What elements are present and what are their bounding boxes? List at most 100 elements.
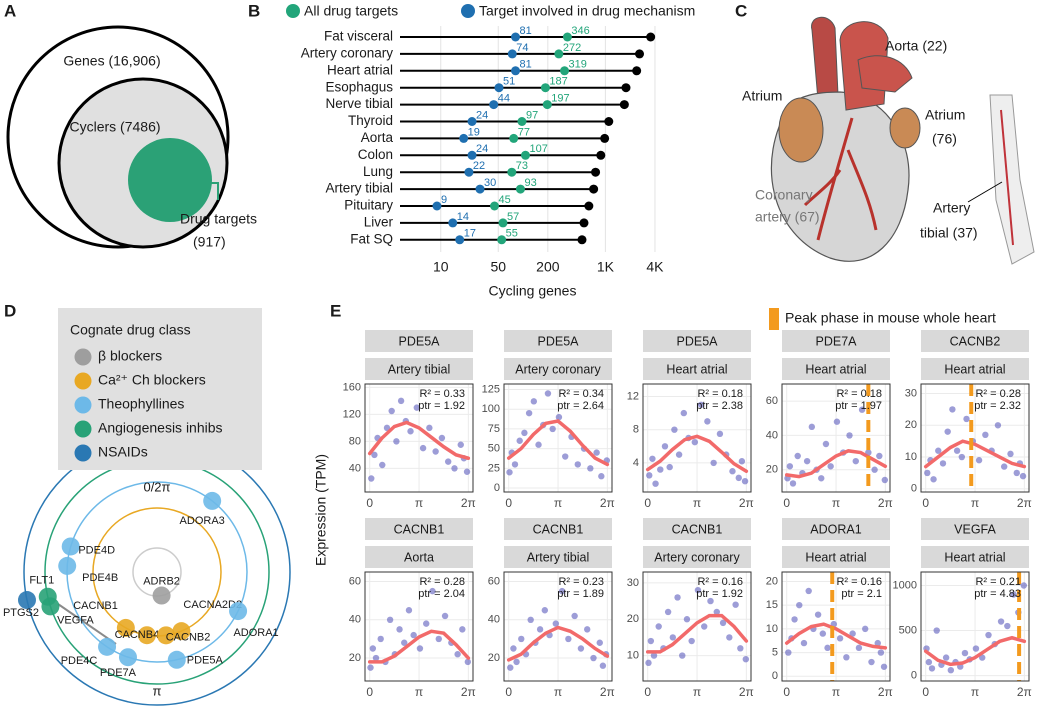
fit-curve [784,622,888,650]
point [719,619,727,627]
facet-strip [921,330,1029,352]
point [1010,591,1017,598]
point [949,406,956,413]
set-label: Cyclers (7486) [69,119,160,135]
point [726,634,733,641]
x-tick-label: 0 [644,496,651,510]
fit-annotation: ptr = 2.1 [841,588,882,600]
point [645,659,652,667]
fit-annotation: R² = 0.18 [697,388,743,400]
point [688,637,695,645]
gene-node [116,618,135,637]
dot [632,66,642,76]
legend-marker [74,444,92,462]
y-tick-label: 80 [349,435,361,447]
facet-strip [921,358,1029,380]
fit-annotation: R² = 0.23 [558,576,604,588]
gene-label: ADORA3 [180,515,225,527]
atrium [889,107,921,149]
point [881,476,889,484]
point [464,658,472,666]
value-label: 9 [441,194,447,206]
point [393,438,400,445]
point [871,466,878,473]
dot [560,66,570,76]
panel-label: C [735,1,747,20]
point [1013,469,1020,477]
fit-annotation: R² = 0.28 [419,576,465,588]
gene-node [98,637,117,656]
x-tick-label: 10 [433,259,449,275]
x-tick-label: π [693,496,701,510]
dot [600,133,610,143]
y-tick-label: 60 [766,395,778,407]
point [691,438,699,446]
point [397,397,405,405]
y-tick-label: 25 [488,462,500,474]
point [587,465,594,472]
x-tick-label: 2π [878,496,893,510]
tissue-label: Aorta (22) [885,38,947,54]
gene-node [17,591,36,610]
x-tick-label: π [971,496,979,510]
dot [579,218,589,228]
y-tick-label: 30 [905,387,917,399]
point [650,652,658,659]
facet-strip [782,546,890,568]
facet-label: VEGFA [954,522,996,536]
facet-label: PDE5A [677,334,719,348]
facet-label: Heart atrial [666,362,727,376]
point [876,452,883,460]
value-label: 81 [520,25,532,37]
point [710,459,717,467]
value-label: 319 [569,59,587,71]
legend-marker [74,372,92,390]
facet-label: Artery coronary [654,550,740,564]
point [419,444,427,452]
gene-node [137,626,156,645]
value-label: 17 [464,228,476,240]
point [451,465,458,472]
gene-label: CACNB1 [73,600,118,612]
point [942,654,950,661]
point [377,635,384,643]
fit-annotation: ptr = 2.38 [696,400,743,412]
point [732,601,739,608]
legend-marker [74,420,92,438]
point [742,656,750,663]
legend-marker [461,4,475,18]
fit-curve [923,635,1027,667]
point [1000,463,1008,470]
y-tick-label: 20 [766,464,778,476]
fit-curve [506,625,610,662]
point [669,634,677,641]
point [459,626,466,633]
dot [511,66,521,76]
aorta [857,55,913,93]
point [652,480,659,487]
dot [467,150,477,160]
category-label: Thyroid [348,113,393,128]
facet-label: CACNB1 [394,522,445,536]
point [833,418,841,425]
fit-annotation: R² = 0.33 [419,388,465,400]
facet-strip [643,358,751,380]
point [511,461,519,468]
point [868,658,875,666]
point [924,469,931,477]
dot [577,235,587,245]
point [874,639,881,647]
plot-border [503,383,613,493]
atrium [778,97,824,163]
dot [455,235,465,245]
point [596,639,603,646]
y-tick-label: 0 [494,482,500,494]
gene-node [61,537,80,556]
facet-label: CACNB1 [533,522,584,536]
point [791,616,798,623]
dot [554,49,564,59]
x-tick-label: 1K [597,259,615,275]
point [958,453,966,461]
gene-node [157,626,176,645]
gene-label: PDE5A [187,655,224,667]
